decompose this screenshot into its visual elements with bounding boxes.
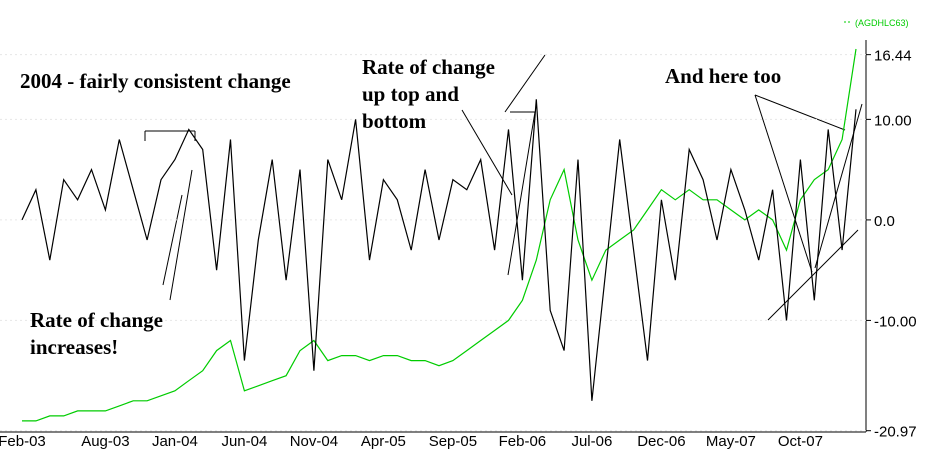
x-tick-label: Apr-05 [361, 433, 406, 450]
x-tick-label: Jan-04 [152, 433, 198, 450]
annotation: up top and [362, 82, 459, 106]
x-tick-label: Jul-06 [571, 433, 612, 450]
pointer [754, 94, 813, 273]
x-tick-label: Nov-04 [290, 433, 338, 450]
x-tick-label: Feb-06 [499, 433, 547, 450]
x-tick-label: Oct-07 [778, 433, 823, 450]
x-tick-label: Jun-04 [221, 433, 267, 450]
y-tick-label: -20.97 [874, 424, 917, 441]
legend-label: (AGDHLC63) [855, 18, 909, 28]
pointer [504, 54, 546, 113]
x-tick-label: Aug-03 [81, 433, 129, 450]
annotation: And here too [665, 64, 781, 88]
series-line [22, 48, 857, 422]
annotation: Rate of change [30, 308, 163, 332]
annotation: 2004 - fairly consistent change [20, 69, 291, 93]
pointer [169, 169, 193, 301]
annotation-lines [144, 54, 863, 321]
annotation: Rate of change [362, 55, 495, 79]
pointer [162, 194, 183, 286]
y-tick-label: 0.0 [874, 213, 895, 230]
annotation: bottom [362, 109, 427, 133]
pointer [461, 109, 513, 196]
x-tick-label: Sep-05 [429, 433, 477, 450]
y-tick-label: 10.00 [874, 112, 912, 129]
x-tick-label: Feb-03 [0, 433, 46, 450]
y-tick-label: 16.44 [874, 48, 912, 65]
y-tick-label: -10.00 [874, 313, 917, 330]
pointer [754, 94, 846, 131]
x-tick-label: Dec-06 [637, 433, 685, 450]
pointer [507, 111, 536, 276]
series-line [21, 99, 857, 401]
annotation: increases! [30, 335, 118, 359]
x-tick-label: May-07 [706, 433, 756, 450]
